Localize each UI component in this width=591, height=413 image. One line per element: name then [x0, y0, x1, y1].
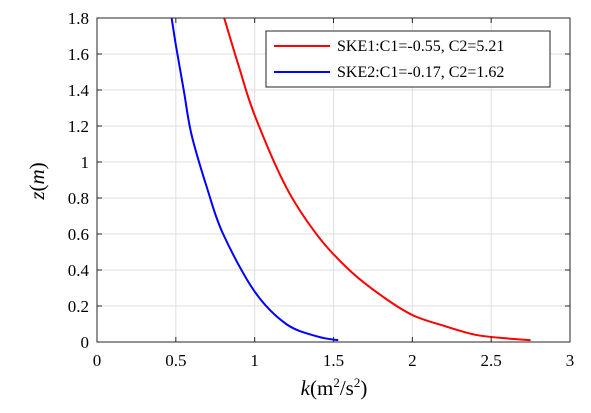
x-tick-label: 1: [250, 351, 259, 370]
y-tick-label: 1.6: [68, 45, 89, 64]
x-axis-unit-sup1: 2: [333, 375, 340, 390]
x-axis-unit-open: (m: [310, 376, 333, 400]
legend-label-ske1: SKE1:C1=-0.55, C2=5.21: [337, 38, 504, 55]
y-tick-label: 1: [81, 153, 90, 172]
legend: SKE1:C1=-0.55, C2=5.21 SKE2:C1=-0.17, C2…: [265, 30, 551, 88]
y-tick-label: 1.4: [68, 81, 90, 100]
x-axis-unit-mid: /s: [340, 376, 354, 400]
y-tick-label: 0.2: [68, 297, 89, 316]
y-axis-unit-close: ): [25, 162, 49, 169]
x-tick-label: 1.5: [323, 351, 344, 370]
x-tick-label: 0: [93, 351, 102, 370]
y-tick-label: 0: [81, 333, 90, 352]
x-tick-label: 3: [566, 351, 575, 370]
axis-ticks: [96, 17, 571, 343]
legend-label-ske2: SKE2:C1=-0.17, C2=1.62: [337, 64, 504, 81]
legend-box: [265, 30, 551, 88]
y-tick-label: 1.2: [68, 117, 89, 136]
y-tick-label: 0.6: [68, 225, 89, 244]
x-axis-unit-close: ): [360, 376, 367, 400]
y-axis-title: z(m): [25, 162, 49, 200]
tick-labels: 0 0.5 1 1.5 2 2.5 3 0 0.2 0.4 0.6 0.8 1 1.2 1.4 1.6 1.8: [68, 9, 575, 370]
y-axis-unit: m: [25, 169, 49, 184]
series-line-ske2: [170, 18, 339, 342]
series-layer: [170, 18, 531, 342]
x-axis-title: k(m2/s2): [301, 375, 368, 400]
x-tick-label: 2.5: [481, 351, 502, 370]
series-line-ske1: [223, 18, 531, 342]
y-axis-unit-open: (: [25, 184, 49, 191]
x-tick-label: 2: [408, 351, 417, 370]
y-tick-label: 1.8: [68, 9, 89, 28]
y-axis-var: z: [25, 191, 49, 200]
x-axis-unit-sup2: 2: [354, 375, 361, 390]
y-tick-label: 0.4: [68, 261, 90, 280]
x-tick-label: 0.5: [165, 351, 186, 370]
y-tick-label: 0.8: [68, 189, 89, 208]
x-axis-var: k: [301, 376, 311, 400]
